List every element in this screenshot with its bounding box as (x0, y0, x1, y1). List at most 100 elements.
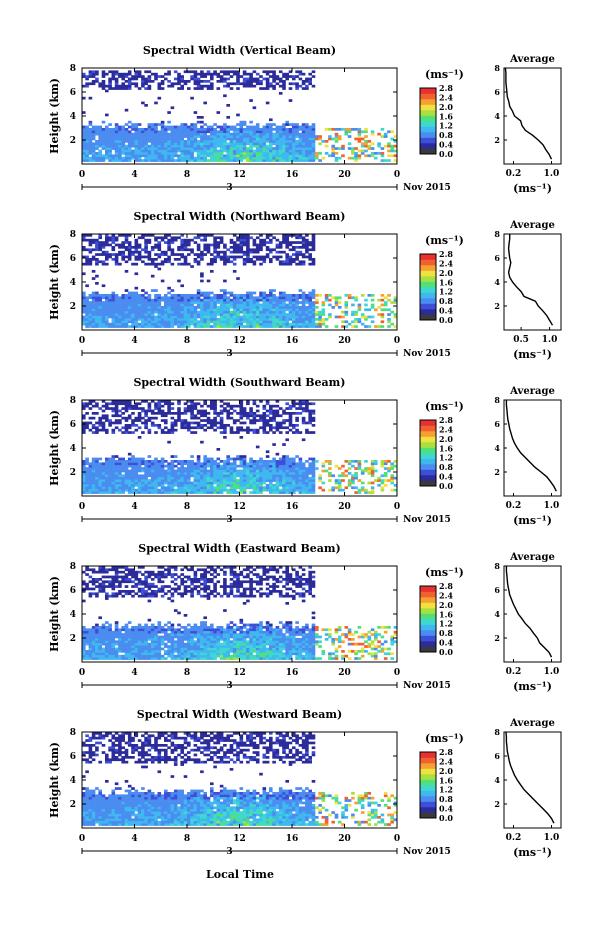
heatmap-cell (98, 152, 102, 155)
heatmap-cell (203, 472, 207, 475)
colorbar-swatch (420, 104, 436, 111)
heatmap-cell (249, 306, 253, 309)
heatmap-cell (121, 296, 125, 300)
heatmap-cell (187, 479, 191, 482)
heatmap-cell (305, 154, 309, 158)
heatmap-cell (213, 137, 217, 141)
heatmap-cell (285, 298, 289, 302)
heatmap-cell (236, 137, 240, 141)
heatmap-cell (308, 77, 312, 81)
heatmap-cell (160, 310, 165, 314)
heatmap-cell (144, 460, 148, 463)
heatmap-cell (114, 412, 119, 415)
heatmap-cell (249, 474, 253, 478)
heatmap-cell (121, 308, 125, 312)
heatmap-cell (383, 135, 388, 138)
heatmap-cell (282, 308, 286, 312)
heatmap-cell (259, 308, 263, 312)
heatmap-cell (236, 248, 240, 252)
heatmap-cell (170, 306, 175, 309)
heatmap-cell (210, 82, 214, 86)
heatmap-cell (121, 77, 125, 81)
heatmap-cell (288, 479, 293, 482)
heatmap-cell (101, 84, 106, 88)
colorbar-tick-label: 1.6 (439, 111, 453, 121)
heatmap-cell (292, 400, 296, 403)
heatmap-cell (236, 132, 240, 136)
heatmap-cell (219, 412, 224, 415)
heatmap-cell (177, 142, 181, 146)
heatmap-cell (200, 250, 204, 254)
heatmap-cell (242, 320, 247, 324)
heatmap-cell (298, 72, 303, 76)
heatmap-cell (203, 298, 207, 302)
heatmap-cell (292, 296, 296, 300)
heatmap-cell (88, 320, 93, 324)
heatmap-cell (170, 469, 175, 473)
heatmap-cell (236, 142, 240, 146)
heatmap-cell (170, 144, 175, 148)
heatmap-cell (173, 294, 178, 297)
heatmap-cell (98, 303, 102, 307)
heatmap-cell (242, 455, 247, 458)
heatmap-cell (196, 289, 201, 292)
heatmap-cell (137, 298, 142, 302)
heatmap-cell (88, 258, 93, 261)
heatmap-cell (180, 419, 184, 422)
heatmap-cell (259, 149, 263, 153)
heatmap-cell (200, 80, 204, 83)
heatmap-cell (124, 298, 129, 302)
heatmap-cell (187, 488, 191, 492)
heatmap-cell (229, 479, 234, 482)
heatmap-cell (262, 130, 267, 134)
heatmap-cell (82, 462, 86, 466)
heatmap-cell (301, 128, 306, 131)
heatmap-cell (98, 159, 102, 162)
heatmap-cell (236, 457, 240, 461)
heatmap-cell (295, 455, 299, 458)
heatmap-cell (180, 325, 184, 328)
heatmap-cell (183, 70, 188, 74)
heatmap-cell (210, 320, 214, 324)
heatmap-cell (301, 469, 306, 473)
heatmap-cell (124, 156, 129, 160)
heatmap-cell (213, 491, 217, 494)
heatmap-cell (180, 123, 184, 126)
heatmap-cell (200, 75, 204, 78)
heatmap-cell (131, 455, 135, 458)
heatmap-cell (177, 474, 181, 478)
heatmap-cell (170, 474, 175, 478)
x-tick-label: 4 (131, 170, 137, 180)
heatmap-cell (354, 467, 358, 470)
panel-3: Spectral Width (Southward Beam)2468Heigh… (48, 376, 562, 527)
heatmap-cell (131, 460, 135, 463)
heatmap-cell (147, 322, 152, 326)
heatmap-cell (308, 156, 312, 160)
heatmap-cell (91, 481, 96, 485)
heatmap-cell (354, 137, 358, 141)
heatmap-cell (351, 156, 355, 160)
heatmap-cell (147, 144, 152, 148)
heatmap-cell (239, 436, 244, 439)
heatmap-cell (242, 258, 247, 261)
heatmap-cell (180, 238, 184, 242)
heatmap-cell (91, 147, 96, 150)
heatmap-cell (249, 419, 253, 422)
heatmap-cell (262, 294, 267, 297)
heatmap-cell (187, 467, 191, 470)
heatmap-cell (190, 123, 194, 126)
heatmap-cell (301, 236, 306, 240)
heatmap-cell (134, 474, 139, 478)
heatmap-cell (196, 248, 201, 252)
heatmap-cell (308, 303, 312, 307)
heatmap-cell (298, 128, 303, 131)
heatmap-cell (255, 147, 260, 150)
heatmap-cell (108, 424, 112, 427)
heatmap-cell (154, 469, 158, 473)
heatmap-cell (114, 253, 119, 256)
heatmap-cell (226, 416, 230, 420)
heatmap-cell (187, 147, 191, 150)
heatmap-cell (157, 491, 162, 494)
heatmap-cell (334, 159, 339, 162)
heatmap-cell (88, 260, 93, 264)
